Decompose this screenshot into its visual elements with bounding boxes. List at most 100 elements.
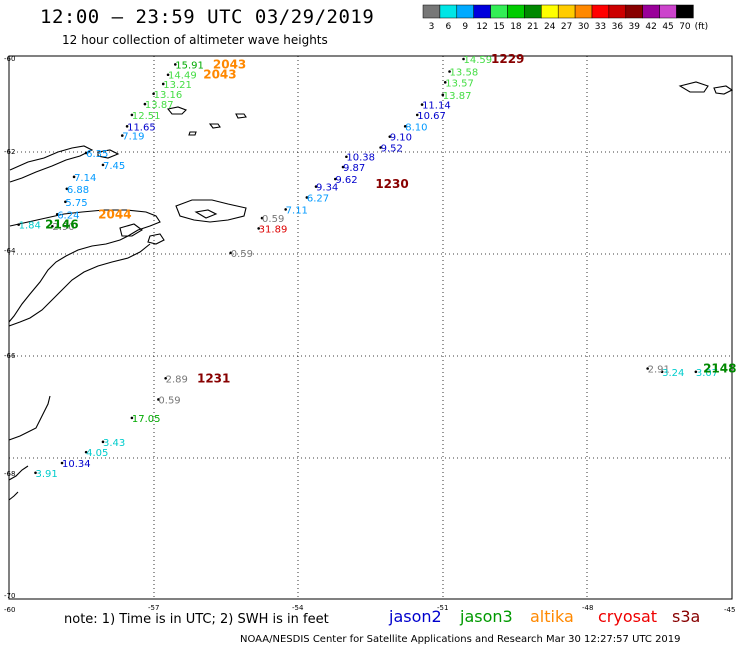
satellite-legend-altika: altika (530, 607, 574, 626)
lat-label: -66 (4, 352, 16, 360)
scale-tick-label: 33 (594, 22, 607, 32)
wave-height-label: 14.59 (464, 55, 493, 66)
track-dot (161, 82, 165, 86)
pass-number-label: 2043 (203, 68, 236, 82)
wave-height-label: 7.45 (103, 161, 125, 172)
wave-height-label: 31.89 (259, 224, 288, 235)
wave-height-label: 6.88 (67, 185, 89, 196)
track-dot (164, 376, 167, 380)
track-dot (388, 135, 392, 138)
grid-lines (9, 56, 732, 599)
scale-tick-label: 12 (476, 22, 488, 32)
lat-label: -60 (4, 55, 15, 63)
scale-tick-label: 45 (662, 22, 674, 32)
wave-height-label: 9.87 (343, 163, 365, 174)
footer-note: note: 1) Time is in UTC; 2) SWH is in fe… (64, 612, 329, 627)
track-dot (229, 251, 233, 255)
plot-frame (8, 55, 733, 600)
track-dot (17, 223, 20, 226)
satellite-legend-jason3: jason3 (460, 607, 513, 626)
track-dot (60, 461, 64, 465)
track-dot (101, 440, 105, 444)
track-dot (84, 151, 88, 155)
track-dot (166, 73, 170, 77)
track-dot (257, 227, 260, 230)
scale-swatch (541, 4, 559, 19)
track-dot (403, 125, 407, 128)
wave-height-label: 2.89 (166, 374, 188, 385)
wave-height-label: 11.14 (422, 101, 451, 112)
track-dot (101, 163, 105, 167)
elephant-island (167, 106, 187, 115)
track-dot (305, 196, 309, 199)
scale-tick-label: 27 (560, 22, 573, 32)
track-dot (420, 103, 424, 106)
track-dot (125, 125, 129, 128)
track-dot (334, 177, 337, 181)
scale-swatch (591, 4, 610, 19)
track-dot (284, 208, 287, 211)
wave-height-label: 9.34 (316, 183, 338, 194)
scale-tick-label: 39 (628, 22, 640, 32)
lat-label: -68 (4, 470, 15, 478)
wave-height-label: 13.58 (450, 67, 479, 78)
scale-tick-label: 70 (679, 22, 691, 32)
wave-height-label: 7.14 (74, 173, 96, 184)
scale-tick-label: 15 (493, 22, 505, 32)
wave-height-label: 0.59 (158, 395, 180, 406)
track-dot (34, 471, 37, 475)
scale-swatch (490, 4, 508, 19)
lon-label: -54 (292, 604, 304, 612)
wave-height-label: 3.91 (36, 469, 58, 480)
track-dot (660, 370, 664, 374)
scale-swatch (473, 4, 491, 19)
pass-number-label: 1229 (491, 52, 524, 66)
pass-number-label: 2146 (45, 218, 78, 232)
track-dot (694, 370, 698, 374)
track-dot (443, 81, 447, 84)
track-dot (120, 134, 124, 137)
scale-tick-label: 36 (611, 22, 624, 32)
track-dot (65, 187, 69, 191)
lat-label: -62 (4, 148, 15, 156)
scale-swatch (507, 4, 525, 19)
track-dot (143, 102, 147, 106)
scale-tick-label: 18 (510, 22, 522, 32)
page-title: 12:00 – 23:59 UTC 03/29/2019 (40, 6, 375, 28)
track-dot (341, 165, 345, 169)
scale-tick-label: 3 (428, 22, 435, 32)
lat-label: -70 (4, 592, 15, 600)
wave-height-label: 0.59 (231, 249, 253, 260)
wave-height-label: 2.91 (648, 365, 670, 376)
color-scale-bar (422, 4, 694, 19)
scale-swatch (574, 4, 593, 19)
track-dot (345, 155, 348, 159)
track-dot (379, 146, 382, 149)
wave-height-label: 11.65 (127, 122, 156, 133)
lon-label: -51 (437, 604, 448, 612)
track-dot (130, 416, 134, 420)
coastlines (8, 81, 734, 501)
track-dots (17, 57, 698, 475)
wave-height-label: 7.19 (122, 132, 144, 143)
wave-height-label: 5.75 (65, 198, 87, 209)
peninsula-east-coast (8, 243, 151, 327)
wave-height-label: 6.27 (307, 193, 329, 204)
track-dot (130, 113, 134, 117)
scale-swatch (625, 4, 643, 19)
footer-credit: NOAA/NESDIS Center for Satellite Applica… (240, 634, 681, 645)
wave-height-labels: 14.5913.5813.5713.8711.1410.678.109.109.… (19, 55, 718, 480)
wave-height-label: 9.10 (390, 133, 412, 144)
wave-height-label: 3.43 (103, 438, 125, 449)
track-dot (152, 92, 155, 96)
wave-height-label: 1.84 (19, 221, 41, 232)
lon-label: -48 (582, 604, 593, 612)
track-dot (415, 113, 419, 117)
wave-height-label: 14.49 (168, 71, 197, 82)
wave-height-label: 8.10 (405, 122, 427, 133)
track-dot (173, 63, 177, 66)
track-dot (314, 185, 318, 188)
scale-swatch (439, 4, 458, 19)
wave-height-label: 10.34 (62, 459, 91, 470)
